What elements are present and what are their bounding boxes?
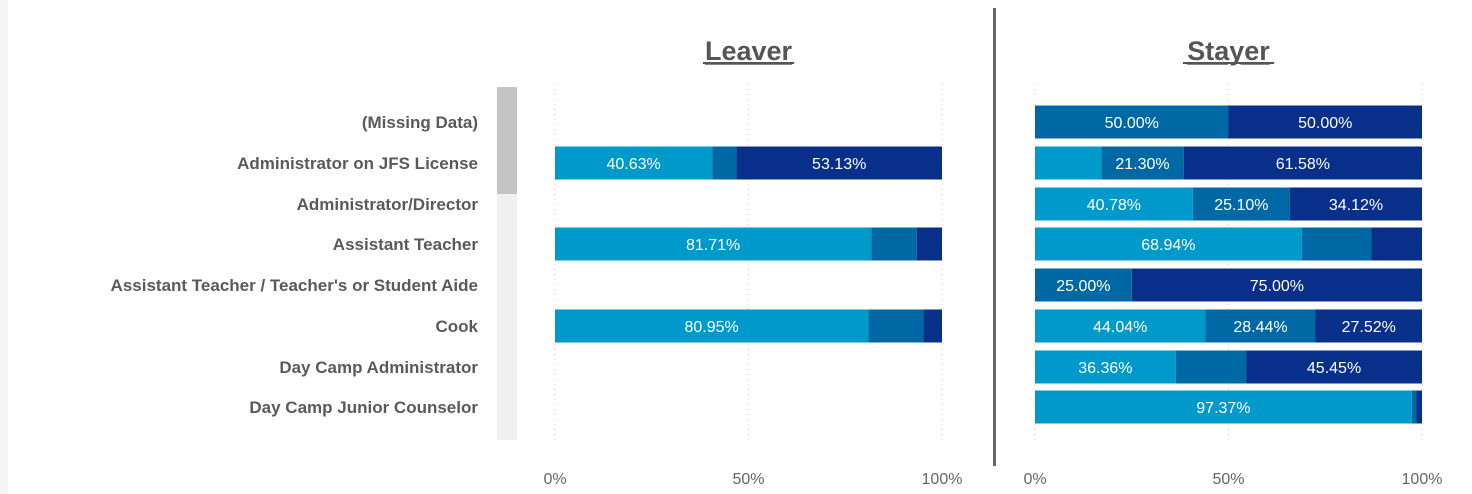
stayer-bar-administrator-on-jfs-license-seg-0 [1035, 146, 1102, 180]
stayer-data-label-administrator-director-seg-2: 34.12% [1329, 197, 1383, 214]
leaver-x-tick-2: 100% [922, 471, 963, 488]
category-label-cook: Cook [436, 317, 479, 336]
stayer-data-label-cook-seg-2: 27.52% [1342, 319, 1396, 336]
stayer-bar-day-camp-junior-counselor-seg-1 [1411, 390, 1417, 424]
stayer-data-label-assistant-teacher-teacher-s-or-student-aide-seg-1: 25.00% [1056, 278, 1110, 295]
stayer-data-label-missing-data-seg-1: 50.00% [1105, 115, 1159, 132]
category-label-assistant-teacher-teacher-s-or-student-aide: Assistant Teacher / Teacher's or Student… [111, 276, 478, 295]
stayer-bar-assistant-teacher-seg-0 [1035, 227, 1302, 261]
leaver-data-label-cook-seg-0: 80.95% [685, 319, 739, 336]
leaver-bar-assistant-teacher-seg-0 [555, 227, 872, 261]
leaver-bar-cook-seg-2 [923, 309, 942, 343]
category-label-day-camp-junior-counselor: Day Camp Junior Counselor [249, 398, 478, 417]
stayer-bar-administrator-on-jfs-license-seg-1 [1101, 146, 1184, 180]
category-label-missing-data: (Missing Data) [362, 113, 478, 132]
stayer-data-label-administrator-on-jfs-license-seg-2: 61.58% [1276, 156, 1330, 173]
stayer-bar-administrator-on-jfs-license-seg-2 [1183, 146, 1422, 180]
leaver-bar-administrator-on-jfs-license-seg-2 [736, 146, 942, 180]
leaver-x-tick-0: 0% [543, 471, 566, 488]
stayer-bar-assistant-teacher-teacher-s-or-student-aide-seg-2 [1131, 268, 1422, 302]
leaver-data-label-administrator-on-jfs-license-seg-0: 40.63% [606, 156, 660, 173]
stayer-data-label-cook-seg-0: 44.04% [1093, 319, 1147, 336]
stayer-bar-cook-seg-2 [1315, 309, 1422, 343]
category-label-administrator-director: Administrator/Director [297, 195, 479, 214]
category-label-day-camp-administrator: Day Camp Administrator [279, 358, 478, 377]
stayer-data-label-day-camp-administrator-seg-0: 36.36% [1078, 360, 1132, 377]
stayer-data-label-cook-seg-1: 28.44% [1233, 319, 1287, 336]
leaver-bar-administrator-on-jfs-license-seg-0 [555, 146, 713, 180]
stayer-bar-assistant-teacher-seg-1 [1301, 227, 1372, 261]
panel-divider [993, 8, 996, 466]
stayer-bar-day-camp-junior-counselor-seg-2 [1416, 390, 1422, 424]
stayer-data-label-administrator-on-jfs-license-seg-1: 21.30% [1115, 156, 1169, 173]
stayer-bar-cook-seg-1 [1205, 309, 1316, 343]
stayer-data-label-assistant-teacher-seg-0: 68.94% [1141, 237, 1195, 254]
leaver-bar-cook-seg-1 [868, 309, 924, 343]
leaver-data-label-administrator-on-jfs-license-seg-2: 53.13% [812, 156, 866, 173]
stayer-x-tick-1: 50% [1212, 471, 1244, 488]
stayer-bar-day-camp-administrator-seg-0 [1035, 350, 1176, 384]
stayer-data-label-assistant-teacher-teacher-s-or-student-aide-seg-2: 75.00% [1250, 278, 1304, 295]
stayer-bar-missing-data-seg-2 [1228, 105, 1422, 139]
leaver-data-label-assistant-teacher-seg-0: 81.71% [686, 237, 740, 254]
left-edge-strip [0, 0, 8, 494]
stayer-bar-day-camp-administrator-seg-2 [1246, 350, 1422, 384]
stayer-bar-administrator-director-seg-0 [1035, 187, 1193, 221]
leaver-bar-cook-seg-0 [555, 309, 869, 343]
stayer-data-label-missing-data-seg-2: 50.00% [1298, 115, 1352, 132]
stayer-data-label-day-camp-administrator-seg-2: 45.45% [1307, 360, 1361, 377]
stayer-bar-day-camp-administrator-seg-1 [1175, 350, 1247, 384]
row-scrollbar-thumb[interactable] [497, 87, 517, 194]
stayer-bar-assistant-teacher-teacher-s-or-student-aide-seg-1 [1035, 268, 1132, 302]
stayer-data-label-day-camp-junior-counselor-seg-0: 97.37% [1196, 400, 1250, 417]
stayer-data-label-administrator-director-seg-0: 40.78% [1087, 197, 1141, 214]
stayer-bar-administrator-director-seg-2 [1289, 187, 1422, 221]
leaver-bar-assistant-teacher-seg-1 [871, 227, 917, 261]
category-label-administrator-on-jfs-license: Administrator on JFS License [237, 154, 478, 173]
stayer-bar-administrator-director-seg-1 [1192, 187, 1290, 221]
stayer-bar-assistant-teacher-seg-2 [1371, 227, 1422, 261]
stayer-bar-missing-data-seg-1 [1035, 105, 1229, 139]
leaver-panel-title: Leaver [705, 36, 793, 66]
stayer-x-tick-2: 100% [1402, 471, 1443, 488]
stayer-panel-title: Stayer [1187, 36, 1270, 66]
stayer-bar-cook-seg-0 [1035, 309, 1206, 343]
leaver-bar-administrator-on-jfs-license-seg-1 [712, 146, 737, 180]
leaver-bar-assistant-teacher-seg-2 [916, 227, 942, 261]
category-label-assistant-teacher: Assistant Teacher [333, 235, 479, 254]
stayer-x-tick-0: 0% [1023, 471, 1046, 488]
stayer-bar-day-camp-junior-counselor-seg-0 [1035, 390, 1412, 424]
stayer-data-label-administrator-director-seg-1: 25.10% [1214, 197, 1268, 214]
leaver-x-tick-1: 50% [732, 471, 764, 488]
